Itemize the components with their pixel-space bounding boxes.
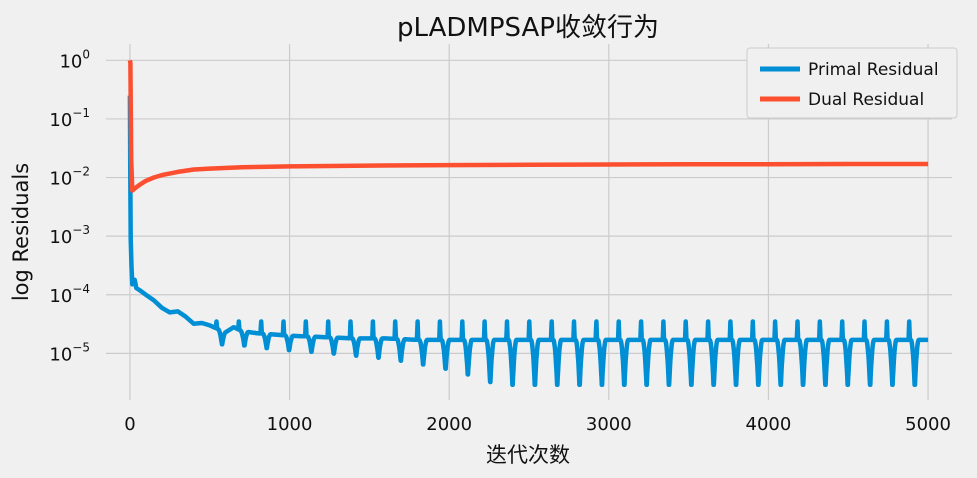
- series-layer: [127, 59, 930, 388]
- legend-label-primal: Primal Residual: [808, 60, 939, 80]
- x-axis-label: 迭代次数: [486, 443, 570, 467]
- y-tick-label: 10−3: [49, 223, 90, 248]
- x-tick-label: 0: [124, 414, 135, 435]
- legend: Primal Residual Dual Residual: [746, 47, 958, 119]
- y-axis-label: log Residuals: [9, 163, 33, 301]
- tick-labels: 0 1000 2000 3000 4000 5000 100 10−1 10−2 10−3 10−4…: [49, 47, 951, 435]
- y-tick-label: 10−1: [49, 106, 90, 131]
- series-line-dual-residual: [127, 59, 929, 193]
- y-tick-label: 10−2: [49, 165, 90, 190]
- x-tick-label: 4000: [746, 414, 792, 435]
- x-tick-label: 3000: [586, 414, 632, 435]
- series-line-primal-residual: [127, 95, 930, 388]
- chart-title: pLADMPSAP收敛行为: [397, 13, 659, 43]
- y-tick-label: 100: [59, 47, 90, 72]
- x-tick-label: 2000: [426, 414, 472, 435]
- x-tick-label: 5000: [905, 414, 951, 435]
- legend-label-dual: Dual Residual: [808, 90, 924, 110]
- y-tick-label: 10−4: [49, 282, 90, 307]
- x-tick-label: 1000: [267, 414, 313, 435]
- y-tick-label: 10−5: [49, 340, 90, 365]
